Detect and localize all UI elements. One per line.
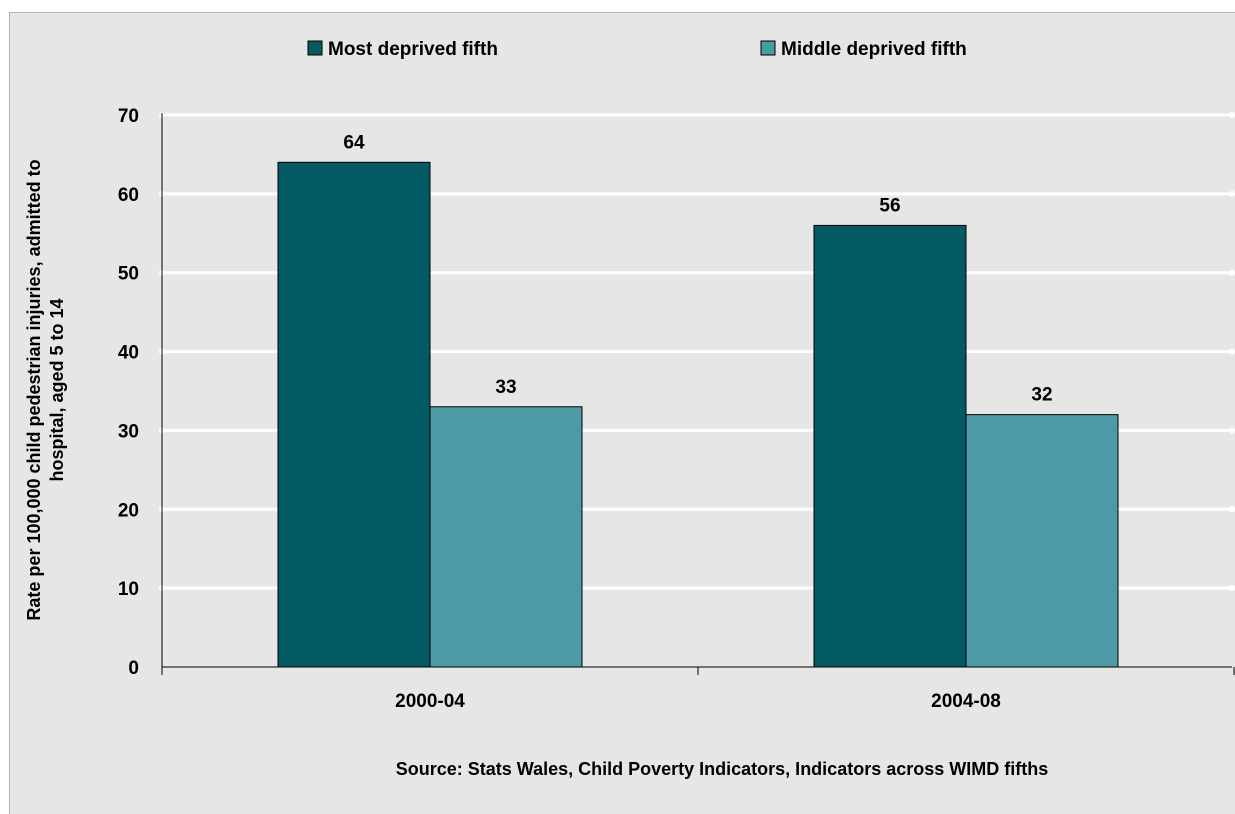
data-label: 64 [343,132,365,153]
data-label: 33 [495,377,516,398]
y-tick-label: 50 [118,264,139,285]
bar [429,406,583,668]
gridline-end-dot [1229,190,1235,197]
bar [277,161,431,668]
bar [813,224,967,668]
legend: Most deprived fifth Middle deprived fift… [307,39,967,60]
gridline-end-dot [1229,112,1235,118]
y-axis-title-line-2: hospital, aged 5 to 14 [47,298,67,481]
gridline-end-dot [1229,269,1235,276]
bars [277,161,1119,668]
x-tick-label: 2004-08 [931,691,1001,712]
x-axis-ticks: 2000-04 2004-08 [395,691,1001,712]
y-tick-label: 40 [118,343,139,364]
source-note: Source: Stats Wales, Child Poverty Indic… [396,759,1048,779]
data-label: 32 [1031,385,1052,406]
gridline-end-dot [1229,506,1235,513]
data-label: 56 [879,195,900,216]
y-tick-label: 70 [118,106,139,127]
y-axis-ticks: 0 10 20 30 40 50 60 70 [118,106,139,679]
y-axis-title-line-1: Rate per 100,000 child pedestrian injuri… [24,159,44,620]
gridline-end-dot [1229,348,1235,355]
axes [161,113,1235,675]
data-labels: 64 33 56 32 [343,132,1052,405]
y-tick-label: 20 [118,500,139,521]
y-tick-label: 30 [118,421,139,442]
legend-label-middle-deprived: Middle deprived fifth [781,39,967,60]
legend-label-most-deprived: Most deprived fifth [328,39,498,60]
legend-swatch-most-deprived [307,40,323,56]
y-tick-label: 0 [128,658,139,679]
chart-frame [9,12,1235,814]
x-tick-label: 2000-04 [395,691,465,712]
gridline-end-dot [1229,427,1235,434]
gridline-end-dot [1229,585,1235,592]
legend-swatch-middle-deprived [760,40,776,56]
y-tick-label: 60 [118,185,139,206]
bar [965,414,1119,668]
y-tick-label: 10 [118,579,139,600]
